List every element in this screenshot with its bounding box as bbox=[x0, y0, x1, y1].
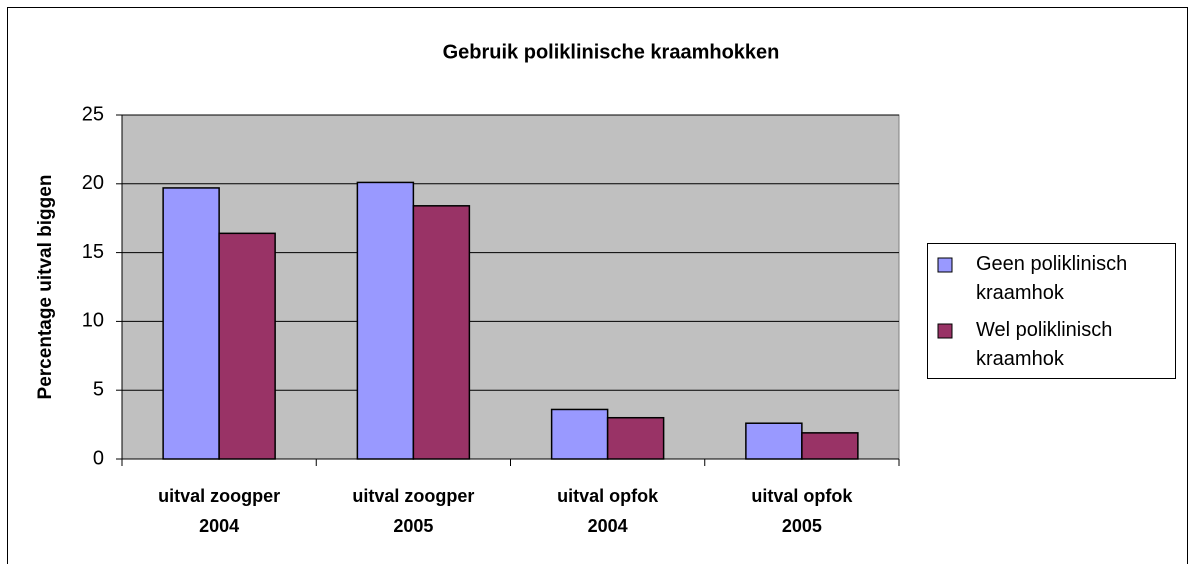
legend-box bbox=[927, 243, 1176, 379]
y-tick-label: 0 bbox=[93, 447, 104, 469]
y-tick-label: 20 bbox=[82, 172, 104, 194]
bar bbox=[412, 205, 471, 460]
x-tick-label: uitval zoogper 2004 bbox=[158, 486, 280, 536]
y-tick-label: 25 bbox=[82, 103, 104, 125]
x-tick-label: uitval opfok 2004 bbox=[557, 486, 659, 536]
y-tick-label: 10 bbox=[82, 310, 104, 332]
legend-swatch bbox=[937, 323, 953, 339]
x-tick-label: uitval opfok 2005 bbox=[751, 486, 853, 536]
chart-title: Gebruik poliklinische kraamhokken bbox=[443, 41, 780, 63]
y-axis-title: Percentage uitval biggen bbox=[35, 175, 56, 400]
legend-label: Geen poliklinisch kraamhok bbox=[976, 253, 1127, 304]
y-tick-label: 5 bbox=[93, 378, 104, 400]
bar bbox=[162, 187, 220, 460]
bar bbox=[801, 432, 859, 460]
legend-swatch bbox=[937, 257, 953, 273]
bar bbox=[745, 422, 803, 460]
y-tick-label: 15 bbox=[82, 241, 104, 263]
bar bbox=[606, 416, 665, 460]
bar bbox=[218, 232, 276, 460]
x-tick-label: uitval zoogper 2005 bbox=[352, 486, 474, 536]
bar bbox=[356, 181, 415, 460]
legend-label: Wel poliklinisch kraamhok bbox=[976, 319, 1112, 370]
bar bbox=[550, 408, 609, 460]
